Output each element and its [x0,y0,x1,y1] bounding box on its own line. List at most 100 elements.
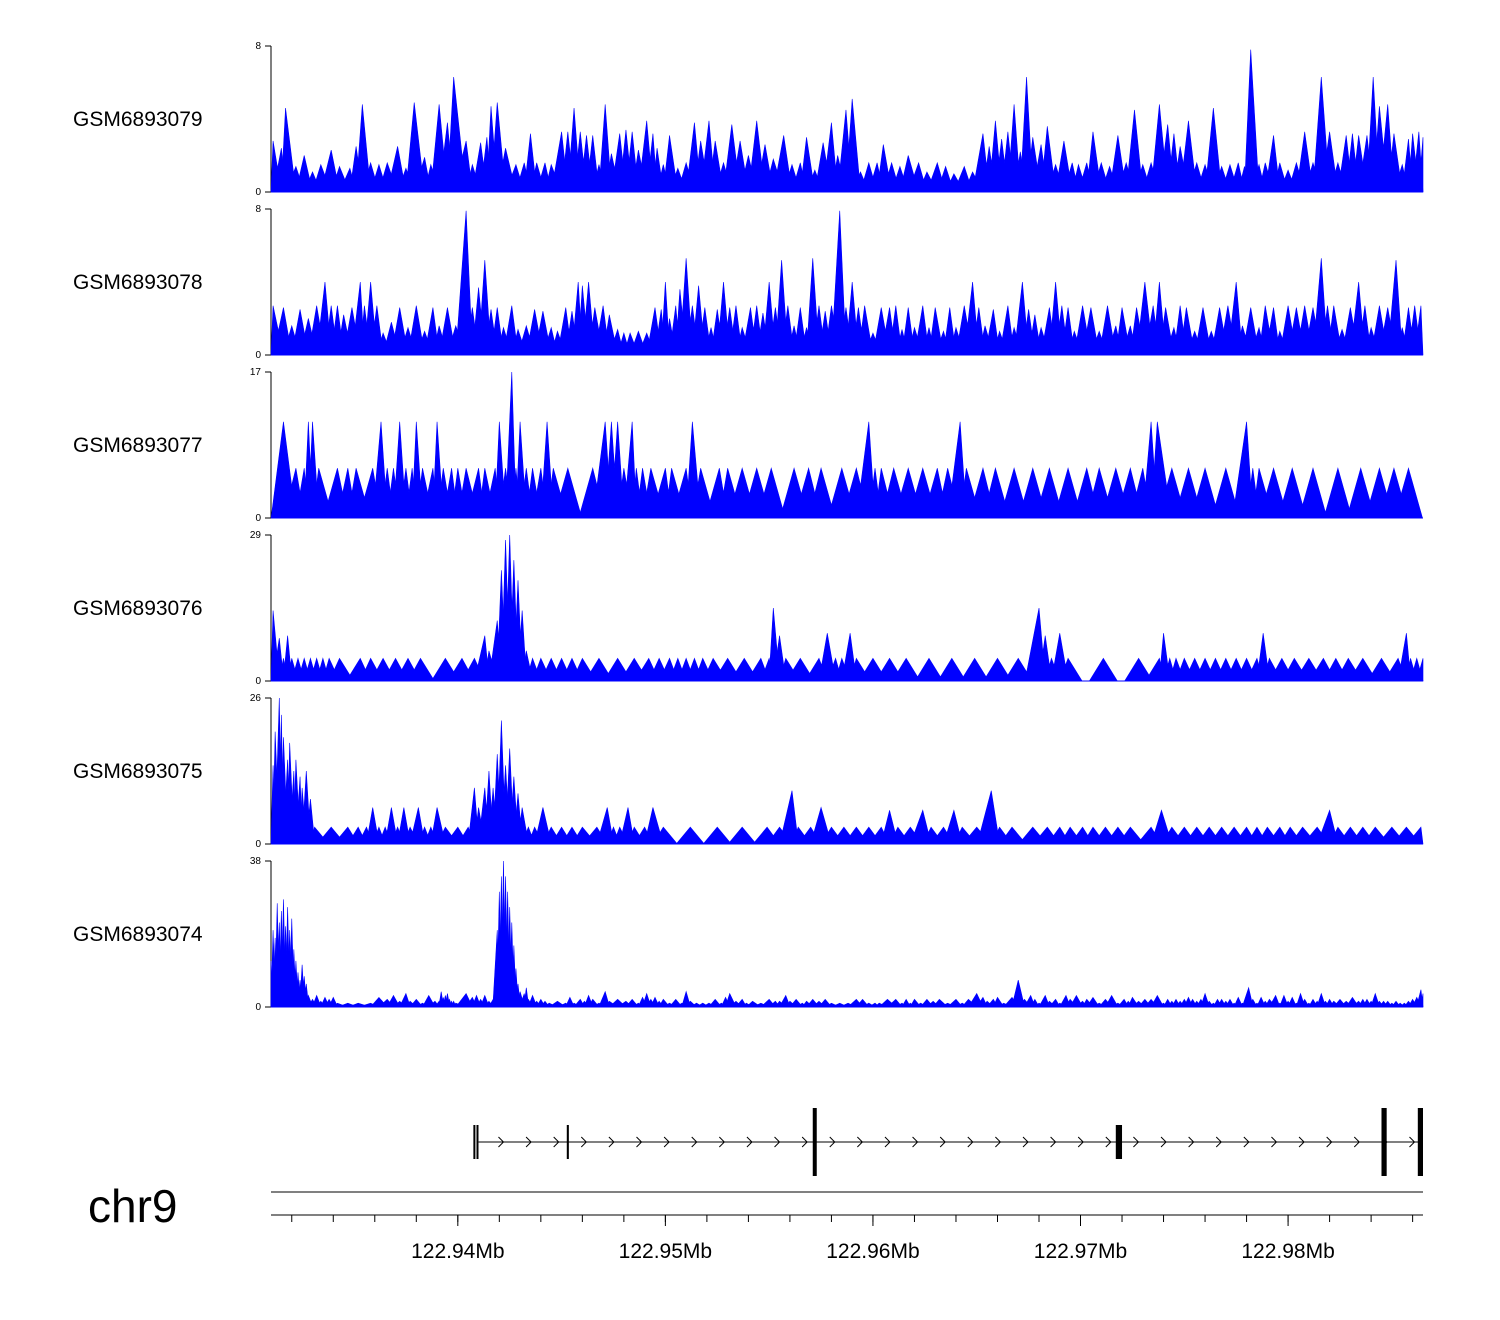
coverage-peak [785,657,815,682]
axis-tick-label: 122.97Mb [1034,1240,1127,1263]
y-max-label: 17 [250,367,262,378]
track-GSM6893079: GSM6893079 8 0 [73,41,1424,198]
y-min-label: 0 [255,839,261,850]
coverage-peak [891,657,921,682]
coverage-tracks: GSM689307980GSM689307880GSM6893077170GSM… [73,41,1424,1013]
strand-arrow [746,1136,753,1148]
y-min-label: 0 [255,676,261,687]
strand-arrow [1298,1136,1305,1148]
track-label: GSM6893075 [73,760,203,783]
coverage-peak [652,826,678,845]
track-GSM6893075: GSM6893075 26 0 [73,693,1424,850]
coverage-peak [596,807,615,845]
coverage-peak [1420,993,1424,1008]
coverage-peak [1059,657,1083,682]
gene-model-track [473,1108,1423,1176]
strand-arrow [1077,1136,1084,1148]
coverage-peak [910,809,932,845]
gene-exon [476,1125,479,1159]
coverage-peak [960,657,990,682]
coverage-peak [772,135,793,193]
strand-arrow [857,1136,864,1148]
coverage-peak [1414,305,1424,356]
coverage-peak [999,467,1029,519]
strand-arrow [774,1136,781,1148]
gene-exon [473,1125,476,1159]
track-GSM6893076: GSM6893076 29 0 [73,530,1424,687]
coverage-peak [1277,467,1307,519]
strand-arrow [718,1136,726,1148]
strand-arrow [829,1136,836,1148]
coverage-peak [1323,467,1353,519]
axis-tick-label: 122.95Mb [619,1240,712,1263]
coverage-peak [1346,467,1376,519]
coverage-peak [455,210,473,356]
coverage-peak [856,421,876,519]
coverage-peak [584,657,614,682]
coverage-peak [1397,633,1412,682]
coverage-peak [623,421,637,519]
strand-arrow [1105,1136,1112,1148]
gene-exon [1115,1125,1123,1159]
gene-exon [1381,1108,1387,1176]
coverage-peak [914,657,944,682]
axis-tick-label: 122.94Mb [411,1240,504,1263]
y-max-label: 29 [250,530,262,541]
track-label: GSM6893078 [73,271,203,294]
strand-arrow [1022,1136,1029,1148]
gene-exon [1417,1108,1423,1176]
coverage-peak [399,992,411,1008]
coverage-peak [841,633,857,682]
coverage-peak [808,467,836,519]
strand-arrow [691,1136,698,1148]
coverage-peak [1418,137,1424,193]
strand-arrow [1160,1136,1167,1148]
y-max-label: 26 [250,693,262,704]
strand-arrow [939,1136,946,1148]
strand-arrow [1050,1136,1057,1148]
track-label: GSM6893079 [73,108,203,131]
coverage-peak [1416,658,1424,682]
strand-arrow [912,1136,919,1148]
coverage-peak [1088,657,1118,682]
track-GSM6893077: GSM6893077 17 0 [73,367,1423,524]
strand-arrow [498,1136,505,1148]
strand-arrow [553,1136,560,1148]
coverage-peak [1034,467,1064,519]
coverage-peak [999,826,1027,845]
strand-arrow [1409,1136,1416,1148]
coverage-peak [1117,826,1145,845]
strand-arrow [663,1136,670,1148]
coverage-peak [328,657,355,682]
strand-arrow [967,1136,974,1148]
gene-exon [566,1125,569,1159]
coverage-peak [727,826,757,845]
coverage-peak [1406,826,1424,845]
y-max-label: 8 [255,204,261,215]
coverage-peak [1241,986,1254,1008]
coverage-peak [1190,467,1220,519]
coverage-peak [937,657,967,682]
track-label: GSM6893076 [73,597,203,620]
coverage-peak [598,990,611,1008]
y-min-label: 0 [255,187,261,198]
axis-tick-label: 122.98Mb [1241,1240,1334,1263]
coverage-peak [982,657,1013,682]
coverage-peak [1387,260,1403,356]
y-max-label: 38 [250,856,262,867]
y-max-label: 8 [255,41,261,52]
strand-arrow [801,1136,808,1148]
track-label: GSM6893077 [73,434,203,457]
strand-arrow [1271,1136,1278,1148]
coverage-peak [553,467,583,519]
y-min-label: 0 [255,350,261,361]
strand-arrow [995,1136,1002,1148]
coverage-peak [1024,607,1046,682]
coverage-peak [943,809,963,845]
coverage-peak [1003,657,1033,682]
coverage-peak [619,807,635,845]
coverage-peak [1232,421,1254,519]
coverage-peak [831,210,847,356]
chromosome-label: chr9 [88,1180,177,1232]
